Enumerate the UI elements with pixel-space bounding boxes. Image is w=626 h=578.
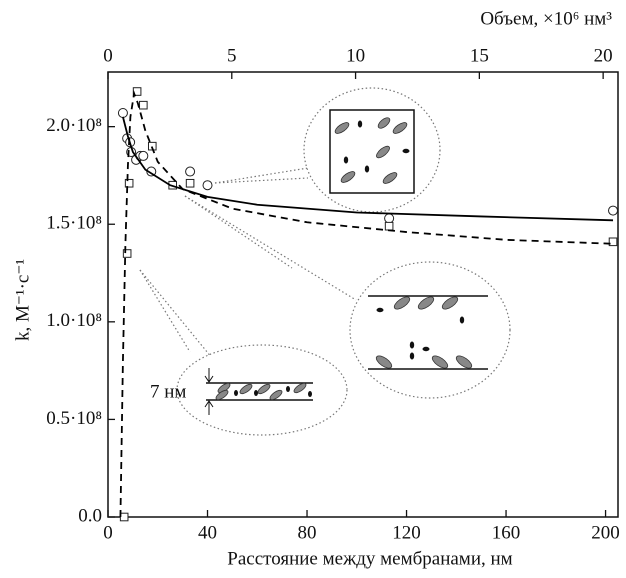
data-point <box>384 221 394 231</box>
plot-frame <box>107 71 619 518</box>
insets: 7 нм <box>139 87 511 436</box>
x-axis-label: Расстояние между мембранами, нм <box>227 548 512 569</box>
x-tick-label: 0 <box>103 522 113 543</box>
x2-tick-label: 15 <box>470 45 489 66</box>
x-tick-label: 160 <box>492 522 521 543</box>
data-point <box>117 107 128 118</box>
data-point <box>124 178 134 188</box>
annotation: 7 нм <box>150 381 186 402</box>
x-tick-label: 120 <box>392 522 421 543</box>
data-point <box>185 166 196 177</box>
x-tick-label: 200 <box>591 522 620 543</box>
x-tick-label: 80 <box>298 522 317 543</box>
x2-tick-label: 5 <box>227 45 237 66</box>
fit-line <box>122 116 614 222</box>
data-point <box>138 150 149 161</box>
data-point <box>122 249 132 258</box>
data-point <box>119 512 129 522</box>
y-tick-label: 0.0 <box>78 505 102 526</box>
data-point <box>608 205 619 216</box>
y-tick-label: 0.5·10⁸ <box>46 408 102 429</box>
y-tick-label: 1.5·10⁸ <box>46 213 102 234</box>
x-tick-label: 40 <box>198 522 217 543</box>
data-point <box>384 213 395 224</box>
data-point <box>608 237 618 247</box>
data-point <box>139 100 148 110</box>
x2-tick-label: 20 <box>594 45 613 66</box>
x2-tick-label: 10 <box>346 45 365 66</box>
y-tick-label: 2.0·10⁸ <box>46 115 102 136</box>
y-axis-label: k, М⁻¹·с⁻¹ <box>12 259 33 341</box>
x2-tick-label: 0 <box>103 45 113 66</box>
data-point <box>185 178 195 188</box>
data-point <box>202 180 213 191</box>
x2-axis-label: Объем, ×10⁶ нм³ <box>480 8 612 29</box>
data-point <box>132 87 142 96</box>
fit-line <box>119 90 614 518</box>
y-tick-label: 1.0·10⁸ <box>46 310 102 331</box>
